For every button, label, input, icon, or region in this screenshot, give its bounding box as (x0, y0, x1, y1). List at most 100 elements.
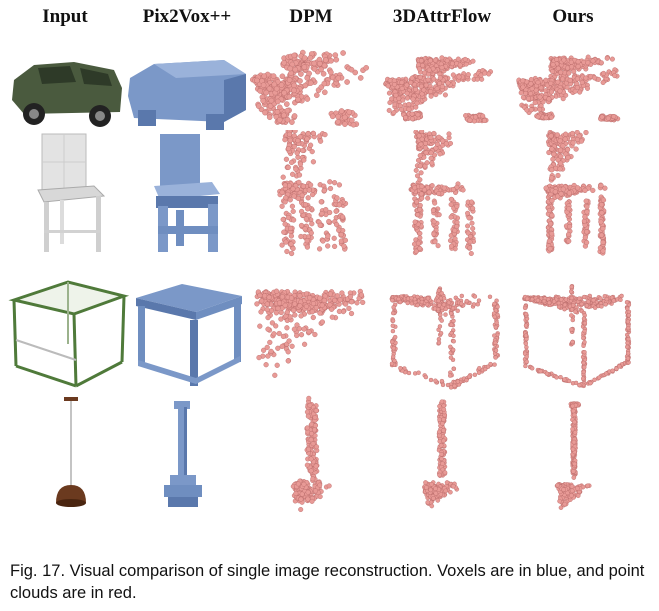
point-mark (477, 299, 481, 303)
point-mark (329, 58, 334, 63)
point-mark (335, 196, 340, 201)
point-mark (425, 196, 430, 201)
point-mark (521, 78, 526, 83)
point-mark (429, 135, 434, 140)
point-mark (626, 356, 630, 360)
chair-points-ours (512, 130, 640, 258)
point-mark (270, 321, 275, 326)
point-mark (299, 332, 304, 337)
point-mark (286, 215, 291, 220)
point-mark (626, 351, 630, 355)
point-mark (281, 175, 286, 180)
point-mark (432, 219, 437, 224)
point-mark (424, 485, 428, 489)
point-mark (451, 484, 455, 488)
point-mark (570, 285, 574, 289)
point-mark (314, 305, 319, 310)
point-mark (302, 327, 307, 332)
point-mark (583, 340, 587, 344)
point-mark (584, 130, 589, 135)
point-mark (442, 186, 447, 191)
point-mark (342, 244, 347, 249)
point-mark (288, 71, 293, 76)
point-mark (309, 457, 314, 462)
point-mark (525, 297, 529, 301)
point-mark (473, 373, 477, 377)
point-mark (289, 251, 294, 256)
point-mark (440, 139, 445, 144)
point-mark (420, 300, 424, 304)
point-mark (347, 110, 352, 115)
point-mark (426, 296, 430, 300)
point-mark (593, 378, 597, 382)
point-mark (467, 375, 471, 379)
point-mark (291, 308, 296, 313)
point-mark (305, 410, 310, 415)
point-mark (332, 236, 337, 241)
point-mark (471, 59, 476, 64)
point-mark (322, 90, 327, 95)
point-mark (287, 132, 292, 137)
point-mark (319, 199, 324, 204)
point-mark (584, 240, 589, 245)
point-mark (449, 356, 453, 360)
point-mark (439, 443, 443, 447)
point-mark (425, 160, 430, 165)
point-mark (288, 226, 293, 231)
point-mark (561, 143, 566, 148)
point-mark (419, 192, 424, 197)
point-mark (476, 302, 480, 306)
point-mark (418, 177, 423, 182)
point-mark (456, 57, 461, 62)
point-mark (285, 249, 290, 254)
point-mark (389, 97, 394, 102)
point-mark (330, 114, 335, 119)
point-mark (549, 115, 554, 120)
point-mark (493, 315, 497, 319)
point-mark (447, 132, 452, 137)
point-mark (340, 215, 345, 220)
point-mark (599, 210, 604, 215)
point-mark (482, 71, 487, 76)
point-mark (391, 319, 395, 323)
point-mark (288, 66, 293, 71)
point-mark (411, 97, 416, 102)
point-mark (437, 135, 442, 140)
point-mark (310, 309, 315, 314)
point-mark (392, 346, 396, 350)
point-mark (448, 141, 453, 146)
point-mark (276, 306, 281, 311)
point-mark (318, 139, 323, 144)
point-mark (317, 247, 322, 252)
point-mark (582, 344, 586, 348)
point-mark (255, 302, 260, 307)
point-mark (325, 234, 330, 239)
point-mark (566, 232, 571, 237)
table-points-3dattrflow (380, 270, 508, 398)
point-mark (322, 188, 327, 193)
point-mark (304, 292, 309, 297)
point-mark (292, 144, 297, 149)
point-mark (433, 487, 437, 491)
point-mark (565, 147, 570, 152)
point-mark (570, 485, 574, 489)
point-mark (449, 244, 454, 249)
point-mark (430, 504, 434, 508)
point-mark (554, 57, 559, 62)
point-mark (406, 301, 410, 305)
point-mark (271, 74, 276, 79)
point-mark (327, 484, 332, 489)
point-mark (573, 430, 577, 434)
point-mark (328, 292, 333, 297)
point-mark (449, 215, 454, 220)
point-mark (427, 190, 432, 195)
point-mark (418, 75, 423, 80)
point-mark (311, 301, 316, 306)
point-mark (581, 377, 585, 381)
point-mark (559, 191, 564, 196)
point-mark (387, 91, 392, 96)
point-mark (571, 469, 575, 473)
point-mark (281, 60, 286, 65)
point-mark (300, 492, 305, 497)
point-mark (407, 107, 412, 112)
